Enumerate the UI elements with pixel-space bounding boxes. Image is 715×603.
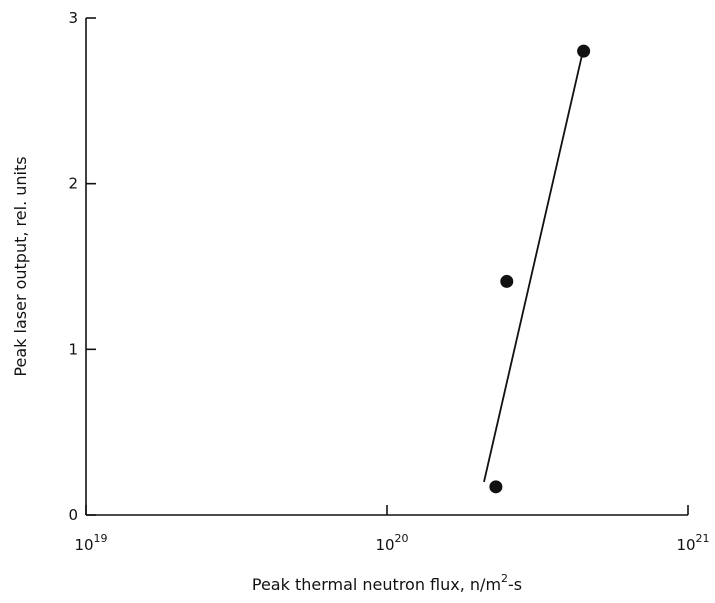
x-axis-title-suffix: -s <box>508 575 522 594</box>
data-point <box>577 44 591 58</box>
x-tick-label-base: 10 <box>375 536 394 554</box>
fit-line <box>483 54 584 483</box>
x-tick-label-exponent: 19 <box>94 532 108 545</box>
y-tick-label: 2 <box>68 175 78 193</box>
data-point <box>489 480 503 494</box>
ticks-layer <box>85 17 689 516</box>
x-tick-label: 1020 <box>375 532 408 554</box>
x-tick-label-exponent: 20 <box>395 532 409 545</box>
y-tick-label: 0 <box>68 506 78 524</box>
data-point <box>500 274 514 288</box>
y-tick-label: 3 <box>68 9 78 27</box>
x-axis-title-superscript: 2 <box>501 572 508 585</box>
x-tick-label-exponent: 21 <box>696 532 710 545</box>
axes-layer <box>85 18 688 516</box>
x-tick-label-base: 10 <box>676 536 695 554</box>
x-tick-label: 1021 <box>676 532 709 554</box>
y-axis-title: Peak laser output, rel. units <box>11 156 30 376</box>
x-axis-title: Peak thermal neutron flux, n/m2-s <box>252 572 522 594</box>
x-axis-title-main: Peak thermal neutron flux, n/m <box>252 575 501 594</box>
x-tick-label: 1019 <box>74 532 107 554</box>
points-layer <box>489 44 591 494</box>
x-tick-label-base: 10 <box>74 536 93 554</box>
y-tick-label: 1 <box>68 340 78 358</box>
fit-line-layer <box>483 54 584 483</box>
